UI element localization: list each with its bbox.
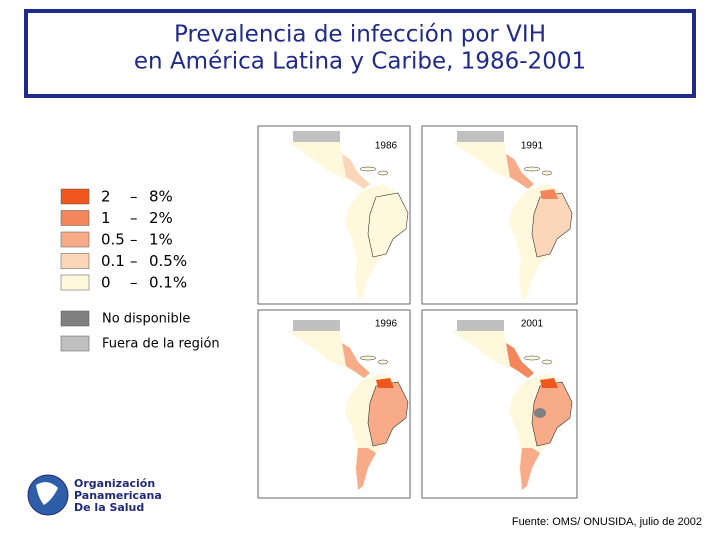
legend-dash: – [130,252,138,270]
legend-swatch [60,335,90,352]
legend-dash: – [130,188,138,206]
legend-from: 1 [101,209,111,227]
title: Prevalencia de infección por VIH [174,22,546,48]
legend-from: 2 [101,188,111,206]
legend-swatch [60,253,90,269]
legend-dash: – [130,209,138,227]
legend-to: 0.1% [149,274,187,292]
legend-from: 0.1 [101,252,125,270]
title: en América Latina y Caribe, 1986-2001 [134,49,586,75]
legend-to: 8% [149,188,173,206]
logo-text: Organización [74,477,155,490]
logo-text: Panamericana [74,489,162,502]
legend-swatch [60,231,90,248]
map-panel: 1991 [421,125,578,305]
legend-to: 1% [149,231,173,249]
legend-dash: – [130,274,138,292]
logo-text: De la Salud [74,501,144,514]
legend-from: 0.5 [101,231,125,249]
legend-swatch [60,210,90,226]
title-box [24,9,696,98]
legend-swatch [60,310,90,327]
source: Fuente: OMS/ ONUSIDA, julio de 2002 [512,516,702,528]
legend-swatch [60,274,90,291]
map-year: 1996 [375,319,398,330]
logo: Organización Panamericana De la Salud [27,474,162,516]
legend-swatch [60,188,90,205]
legend-to: 0.5% [149,252,187,270]
legend-from: 0 [101,274,111,292]
legend-label: Fuera de la región [102,337,220,352]
legend-dash: – [130,231,138,249]
map-panel: 1986 [257,125,411,305]
map-year: 2001 [521,319,544,330]
legend-label: No disponible [102,312,190,327]
map-panel: 1996 [257,309,411,499]
map-panel: 2001 [421,309,578,499]
map-year: 1991 [521,141,544,152]
legend-to: 2% [149,209,173,227]
map-year: 1986 [375,141,398,152]
legend: 2–8%1–2%0.5–1%0.1–0.5%0–0.1%No disponibl… [60,188,220,352]
